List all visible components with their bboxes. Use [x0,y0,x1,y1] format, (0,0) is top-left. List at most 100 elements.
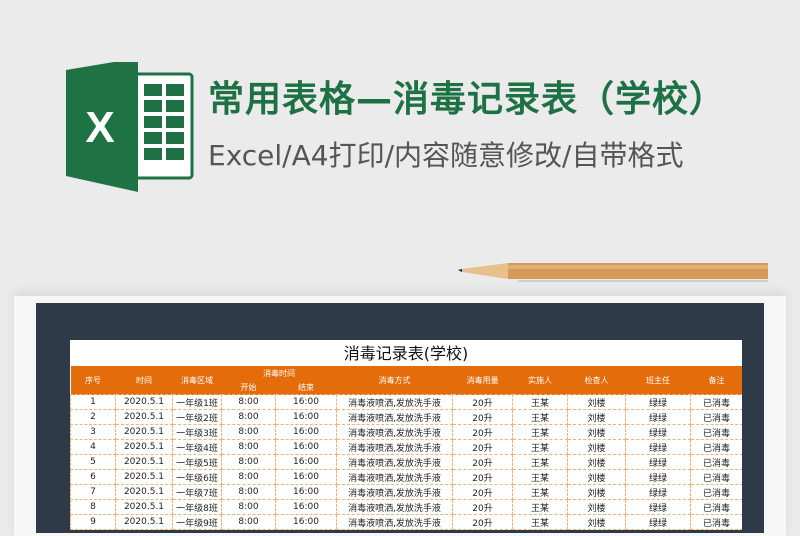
table-cell[interactable]: 20升 [452,514,513,530]
table-cell[interactable]: 8 [70,499,116,515]
table-cell[interactable]: 2020.5.1 [115,454,173,470]
table-cell[interactable]: 一年级9班 [172,514,222,530]
table-cell[interactable]: 16:00 [275,439,337,455]
table-cell[interactable]: 王某 [512,454,568,470]
table-cell[interactable]: 刘楼 [567,514,626,530]
table-cell[interactable]: 2020.5.1 [115,409,173,425]
table-cell[interactable]: 20升 [452,454,513,470]
table-cell[interactable]: 消毒液喷洒,发放洗手液 [336,499,453,515]
table-cell[interactable]: 16:00 [275,454,337,470]
table-cell[interactable]: 刘楼 [567,454,626,470]
table-cell[interactable]: 6 [70,469,116,485]
table-cell[interactable]: 8:00 [221,514,276,530]
table-cell[interactable]: 8:00 [221,409,276,425]
table-cell[interactable]: 2020.5.1 [115,484,173,500]
table-cell[interactable]: 消毒液喷洒,发放洗手液 [336,439,453,455]
table-cell[interactable]: 消毒液喷洒,发放洗手液 [336,454,453,470]
table-cell[interactable]: 8:00 [221,394,276,410]
table-cell[interactable]: 已消毒 [690,514,742,530]
table-cell[interactable]: 王某 [512,439,568,455]
table-cell[interactable]: 8:00 [221,499,276,515]
table-cell[interactable]: 王某 [512,469,568,485]
table-cell[interactable]: 消毒液喷洒,发放洗手液 [336,424,453,440]
table-cell[interactable]: 绿绿 [625,409,691,425]
table-cell[interactable]: 16:00 [275,469,337,485]
table-cell[interactable]: 王某 [512,409,568,425]
table-cell[interactable]: 刘楼 [567,424,626,440]
table-cell[interactable]: 王某 [512,499,568,515]
table-cell[interactable]: 20升 [452,394,513,410]
table-cell[interactable]: 已消毒 [690,484,742,500]
table-cell[interactable]: 王某 [512,424,568,440]
table-cell[interactable]: 2020.5.1 [115,514,173,530]
table-cell[interactable]: 已消毒 [690,394,742,410]
table-cell[interactable]: 9 [70,514,116,530]
table-cell[interactable]: 消毒液喷洒,发放洗手液 [336,484,453,500]
table-cell[interactable]: 20升 [452,424,513,440]
table-cell[interactable]: 20升 [452,469,513,485]
table-cell[interactable]: 16:00 [275,394,337,410]
table-cell[interactable]: 一年级5班 [172,454,222,470]
table-cell[interactable]: 2020.5.1 [115,469,173,485]
table-cell[interactable]: 2020.5.1 [115,439,173,455]
table-cell[interactable]: 一年级3班 [172,424,222,440]
table-cell[interactable]: 绿绿 [625,454,691,470]
table-cell[interactable]: 刘楼 [567,394,626,410]
table-cell[interactable]: 绿绿 [625,424,691,440]
table-cell[interactable]: 8:00 [221,484,276,500]
table-cell[interactable]: 绿绿 [625,394,691,410]
table-cell[interactable]: 已消毒 [690,454,742,470]
table-cell[interactable]: 5 [70,454,116,470]
table-cell[interactable]: 绿绿 [625,484,691,500]
table-cell[interactable]: 消毒液喷洒,发放洗手液 [336,394,453,410]
table-cell[interactable]: 绿绿 [625,499,691,515]
table-cell[interactable]: 20升 [452,499,513,515]
table-cell[interactable]: 3 [70,424,116,440]
table-cell[interactable]: 2020.5.1 [115,424,173,440]
table-cell[interactable]: 2020.5.1 [115,499,173,515]
table-cell[interactable]: 4 [70,439,116,455]
table-cell[interactable]: 8:00 [221,454,276,470]
table-cell[interactable]: 消毒液喷洒,发放洗手液 [336,409,453,425]
table-cell[interactable]: 刘楼 [567,469,626,485]
table-cell[interactable]: 王某 [512,394,568,410]
table-cell[interactable]: 消毒液喷洒,发放洗手液 [336,469,453,485]
table-cell[interactable]: 8:00 [221,439,276,455]
table-cell[interactable]: 16:00 [275,409,337,425]
table-cell[interactable]: 一年级6班 [172,469,222,485]
table-cell[interactable]: 16:00 [275,514,337,530]
table-cell[interactable]: 16:00 [275,499,337,515]
table-cell[interactable]: 消毒液喷洒,发放洗手液 [336,514,453,530]
table-cell[interactable]: 一年级8班 [172,499,222,515]
table-cell[interactable]: 已消毒 [690,424,742,440]
table-cell[interactable]: 绿绿 [625,469,691,485]
table-cell[interactable]: 8:00 [221,424,276,440]
table-cell[interactable]: 7 [70,484,116,500]
table-cell[interactable]: 王某 [512,514,568,530]
table-cell[interactable]: 16:00 [275,484,337,500]
table-cell[interactable]: 8:00 [221,469,276,485]
table-cell[interactable]: 20升 [452,484,513,500]
table-cell[interactable]: 已消毒 [690,409,742,425]
table-cell[interactable]: 一年级4班 [172,439,222,455]
table-cell[interactable]: 2020.5.1 [115,394,173,410]
table-cell[interactable]: 刘楼 [567,409,626,425]
table-cell[interactable]: 刘楼 [567,484,626,500]
table-cell[interactable]: 刘楼 [567,439,626,455]
table-cell[interactable]: 一年级7班 [172,484,222,500]
table-cell[interactable]: 1 [70,394,116,410]
record-table: 序号 时间 消毒区域 消毒时间 消毒方式 消毒用量 实施人 检查人 班主任 备注… [70,366,742,530]
table-cell[interactable]: 已消毒 [690,469,742,485]
table-cell[interactable]: 一年级1班 [172,394,222,410]
table-cell[interactable]: 已消毒 [690,439,742,455]
table-cell[interactable]: 已消毒 [690,499,742,515]
table-cell[interactable]: 2 [70,409,116,425]
table-cell[interactable]: 一年级2班 [172,409,222,425]
table-cell[interactable]: 刘楼 [567,499,626,515]
table-cell[interactable]: 16:00 [275,424,337,440]
table-cell[interactable]: 20升 [452,409,513,425]
table-cell[interactable]: 王某 [512,484,568,500]
table-cell[interactable]: 绿绿 [625,439,691,455]
table-cell[interactable]: 20升 [452,439,513,455]
table-cell[interactable]: 绿绿 [625,514,691,530]
